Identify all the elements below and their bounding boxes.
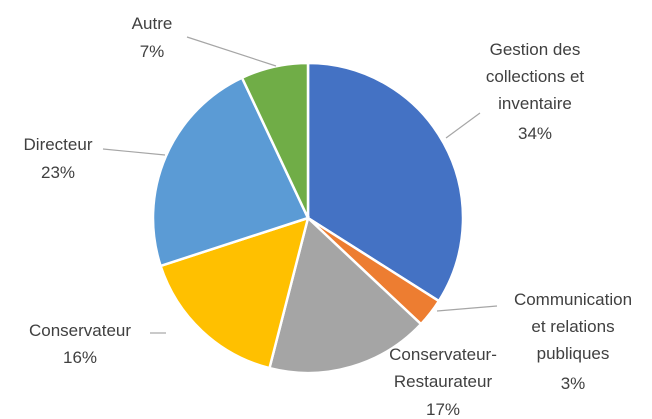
leader-line bbox=[102, 148, 166, 156]
slice-value-label: 23% bbox=[40, 163, 76, 182]
slice-label: Directeur bbox=[23, 135, 93, 154]
pie-slice bbox=[151, 76, 310, 268]
slice-label: Gestion des collections et inventaire bbox=[485, 40, 585, 113]
slice-label: Autre bbox=[131, 14, 173, 33]
leader-line bbox=[186, 36, 277, 67]
leader-line bbox=[436, 305, 498, 312]
slice-value-label: 34% bbox=[517, 124, 553, 143]
slice-value-label: 3% bbox=[560, 374, 586, 393]
leader-line bbox=[445, 112, 481, 139]
slice-label: Communication et relations publiques bbox=[513, 290, 633, 363]
slice-value-label: 17% bbox=[425, 400, 461, 419]
slice-label: Conservateur- Restaurateur bbox=[389, 345, 497, 391]
slice-label: Conservateur bbox=[28, 321, 132, 340]
pie-slice bbox=[267, 215, 423, 375]
pie-slice bbox=[240, 61, 310, 219]
pie-slice bbox=[159, 216, 310, 370]
slice-value-label: 7% bbox=[139, 42, 165, 61]
slice-value-label: 16% bbox=[62, 348, 98, 367]
